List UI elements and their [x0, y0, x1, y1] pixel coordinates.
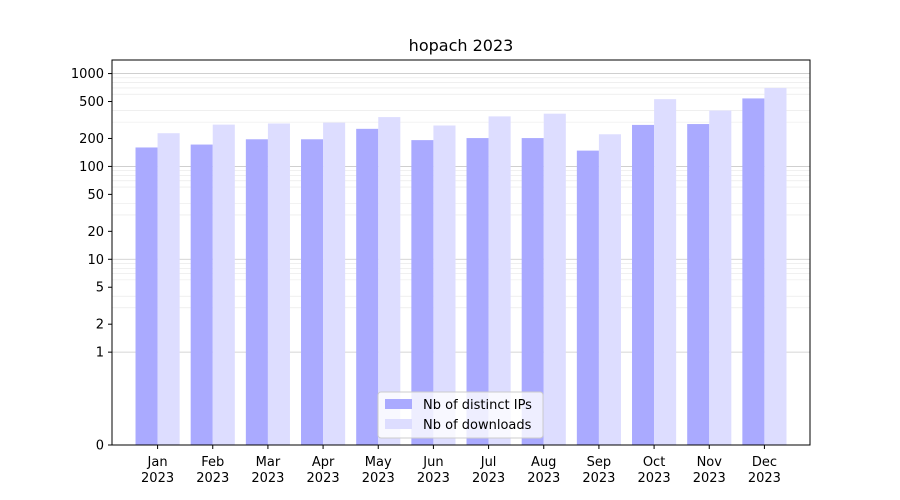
bar-downloads: [157, 133, 180, 445]
plot-frame: [111, 59, 811, 446]
x-tick-label-month: Mar: [256, 455, 281, 470]
legend-label: Nb of downloads: [423, 418, 532, 433]
x-tick-label-month: Jul: [480, 455, 497, 470]
x-tick-label-month: Jun: [422, 455, 443, 470]
y-tick-label: 20: [87, 225, 104, 240]
legend-box: [377, 391, 544, 439]
x-tick-label-month: Oct: [643, 455, 665, 470]
x-tick-label-year: 2023: [527, 471, 560, 486]
bar-distinct-ips: [411, 140, 434, 446]
y-tick-label: 0: [96, 439, 104, 454]
bar-distinct-ips: [356, 128, 379, 445]
x-tick-label-year: 2023: [362, 471, 395, 486]
bar-distinct-ips: [576, 150, 599, 445]
bar-distinct-ips: [135, 147, 158, 445]
bar-downloads: [654, 99, 677, 445]
x-tick-label-year: 2023: [141, 471, 174, 486]
x-tick-label-month: Nov: [697, 455, 723, 470]
x-tick-label-month: Dec: [752, 455, 777, 470]
y-tick-label: 5: [96, 281, 104, 296]
x-tick-label-month: Sep: [587, 455, 612, 470]
bar-downloads: [378, 117, 401, 445]
y-tick-label: 2: [96, 318, 104, 333]
x-tick-label-year: 2023: [638, 471, 671, 486]
legend-swatch: [385, 399, 412, 409]
y-tick-label: 200: [79, 132, 104, 147]
bar-downloads: [267, 123, 290, 445]
bar-downloads: [764, 87, 787, 446]
bar-downloads: [598, 134, 621, 445]
y-tick-label: 100: [79, 160, 104, 175]
legend-label: Nb of distinct IPs: [423, 398, 532, 413]
x-tick-label-year: 2023: [251, 471, 284, 486]
bar-distinct-ips: [687, 124, 710, 445]
y-tick-label: 1000: [71, 67, 104, 82]
x-tick-label-month: Aug: [531, 455, 556, 470]
x-tick-label-year: 2023: [472, 471, 505, 486]
y-tick-label: 50: [87, 188, 104, 203]
bar-downloads: [543, 113, 566, 445]
legend-swatch: [385, 419, 412, 429]
bar-distinct-ips: [521, 138, 544, 445]
bar-downloads: [212, 124, 235, 445]
x-tick-label-year: 2023: [582, 471, 615, 486]
x-tick-label-month: Apr: [312, 455, 335, 470]
bars: [135, 87, 787, 446]
bar-distinct-ips: [466, 138, 489, 445]
legend: Nb of distinct IPs Nb of downloads: [377, 391, 544, 439]
x-tick-label-year: 2023: [748, 471, 781, 486]
bar-downloads: [323, 122, 346, 446]
bar-downloads: [488, 116, 511, 446]
bar-distinct-ips: [632, 124, 655, 446]
x-tick-label-year: 2023: [693, 471, 726, 486]
x-tick-label-month: Jan: [147, 455, 168, 470]
y-axis: 0 1 2 5 10 20 50 100 200 500 1000: [71, 67, 112, 454]
x-axis: Jan2023Feb2023Mar2023Apr2023May2023Jun20…: [141, 445, 781, 486]
bar-downloads: [709, 110, 732, 445]
x-tick-label-year: 2023: [307, 471, 340, 486]
x-tick-label-month: Feb: [201, 455, 224, 470]
bar-distinct-ips: [245, 139, 268, 445]
x-tick-label-year: 2023: [417, 471, 450, 486]
bar-distinct-ips: [742, 98, 765, 445]
y-tick-label: 500: [79, 95, 104, 110]
x-tick-label-year: 2023: [196, 471, 229, 486]
bar-distinct-ips: [301, 139, 324, 445]
y-tick-label: 1: [96, 346, 104, 361]
y-tick-label: 10: [87, 253, 104, 268]
bar-distinct-ips: [190, 144, 213, 445]
x-tick-label-month: May: [365, 455, 392, 470]
bar-downloads: [433, 125, 456, 446]
chart-title: hopach 2023: [409, 36, 514, 55]
